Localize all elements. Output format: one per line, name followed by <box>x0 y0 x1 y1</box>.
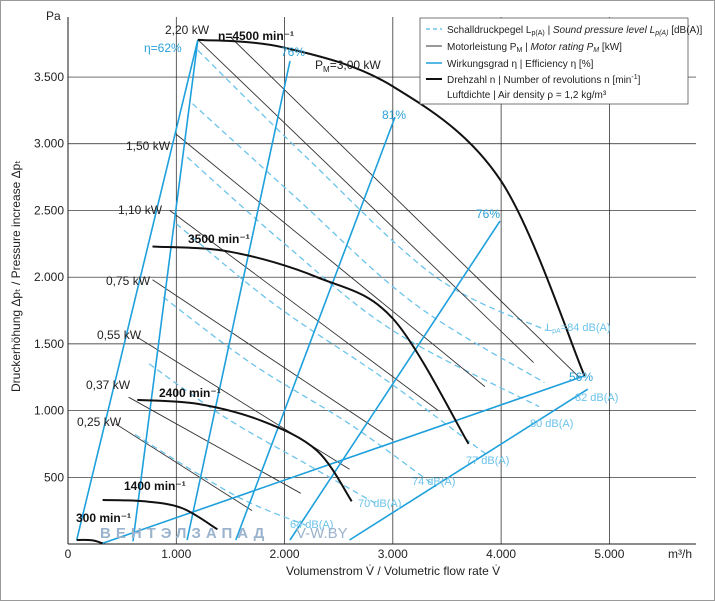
label-kw-055: 0,55 kW <box>97 328 142 342</box>
power-lines <box>115 36 580 511</box>
label-db-74: 74 dB(A) <box>412 476 455 488</box>
label-kw-150: 1,50 kW <box>126 139 171 153</box>
label-speed-300: 300 min⁻¹ <box>76 511 131 525</box>
y-tick-label: 2.500 <box>34 203 64 217</box>
label-kw-220: 2,20 kW <box>165 23 210 37</box>
grid <box>67 17 696 545</box>
x-tick-label: 5.000 <box>594 547 624 561</box>
x-axis-label: Volumenstrom V̇ / Volumetric flow rate V… <box>286 564 500 578</box>
label-speed-3500: 3500 min⁻¹ <box>188 232 250 246</box>
sound-curve <box>148 363 377 505</box>
label-kw-025: 0,25 kW <box>77 415 122 429</box>
power-line <box>230 36 580 378</box>
legend-sound: Schalldruckpegel Lp(A) | Sound pressure … <box>447 25 703 37</box>
label-speed-1400: 1400 min⁻¹ <box>124 479 186 493</box>
label-kw-037: 0,37 kW <box>86 378 131 392</box>
label-eff-81: 81% <box>382 108 406 122</box>
legend-speed: Drehzahl n | Number of revolutions n [mi… <box>447 74 641 86</box>
efficiency-line <box>289 220 501 541</box>
legend-power: Motorleistung PM | Motor rating PM [kW] <box>447 42 622 54</box>
x-tick-label: 1.000 <box>161 547 191 561</box>
y-unit: Pa <box>46 9 61 23</box>
label-db-84: LpA=84 dB(A) <box>546 322 611 335</box>
power-line <box>152 279 394 441</box>
efficiency-line <box>235 116 396 541</box>
power-line <box>169 210 439 411</box>
y-tick-label: 2.000 <box>34 270 64 284</box>
efficiency-line <box>186 60 291 541</box>
label-kw-110: 1,10 kW <box>118 203 163 217</box>
y-axis-label: Druckerhöhung Δpₜ / Pressure increase Δp… <box>9 160 23 392</box>
sound-curves <box>134 49 547 526</box>
plot-area <box>68 17 696 544</box>
legend-box <box>419 17 689 105</box>
label-db-70: 70 dB(A) <box>358 498 401 510</box>
boundary-line <box>102 375 585 545</box>
power-line <box>176 134 486 387</box>
label-eff-76b: 76% <box>476 207 500 221</box>
y-tick-label: 500 <box>44 470 64 484</box>
label-eff-56: 56% <box>569 370 593 384</box>
label-kw-075: 0,75 kW <box>106 274 151 288</box>
boundary-line <box>75 39 199 541</box>
efficiency-lines <box>75 39 589 545</box>
label-pm-300: PM=3,00 kW <box>315 58 381 74</box>
label-db-82: 82 dB(A) <box>575 392 618 404</box>
power-line <box>128 396 302 494</box>
sound-curve <box>175 223 486 454</box>
speed-curve <box>197 38 586 377</box>
label-speed-4500: n=4500 min⁻¹ <box>218 29 294 43</box>
y-tick-label: 1.500 <box>34 337 64 351</box>
efficiency-line <box>132 39 199 542</box>
sound-curve <box>186 156 540 408</box>
power-line <box>197 39 534 363</box>
y-tick-label: 3.500 <box>34 70 64 84</box>
label-speed-2400: 2400 min⁻¹ <box>159 386 221 400</box>
watermark-brand: ВЕНТЭЛЗАПАД <box>100 525 269 542</box>
sound-curve <box>197 49 547 332</box>
y-tick-label: 1.000 <box>34 404 64 418</box>
speed-curve <box>76 538 103 545</box>
speed-curves <box>76 38 586 545</box>
y-tick-label: 3.000 <box>34 137 64 151</box>
label-eff-62: η=62% <box>144 41 182 55</box>
x-tick-label: 3.000 <box>378 547 408 561</box>
tick-labels: 0 1.000 2.000 3.000 4.000 5.000 500 1.000 1.500 2… <box>34 70 625 561</box>
watermark-site: V-W.BY <box>296 525 348 542</box>
speed-curve <box>102 499 218 531</box>
legend-density: Luftdichte | Air density ρ = 1,2 kg/m³ <box>447 90 607 101</box>
label-db-77: 77 dB(A) <box>466 455 509 467</box>
x-tick-label: 2.000 <box>270 547 300 561</box>
speed-curve <box>152 245 470 445</box>
x-tick-label: 4.000 <box>486 547 516 561</box>
x-unit: m³/h <box>668 547 692 561</box>
label-eff-76a: 76% <box>281 45 305 59</box>
legend-eff: Wirkungsgrad η | Efficiency η [%] <box>447 59 594 70</box>
speed-curve <box>137 398 353 502</box>
legend: Schalldruckpegel Lp(A) | Sound pressure … <box>419 17 703 105</box>
label-db-64: 64 dB(A) <box>290 519 333 531</box>
label-db-80: 80 dB(A) <box>530 418 573 430</box>
sound-curve <box>192 103 545 384</box>
power-line <box>115 423 253 511</box>
x-tick-label: 0 <box>65 547 72 561</box>
efficiency-line <box>349 388 589 541</box>
